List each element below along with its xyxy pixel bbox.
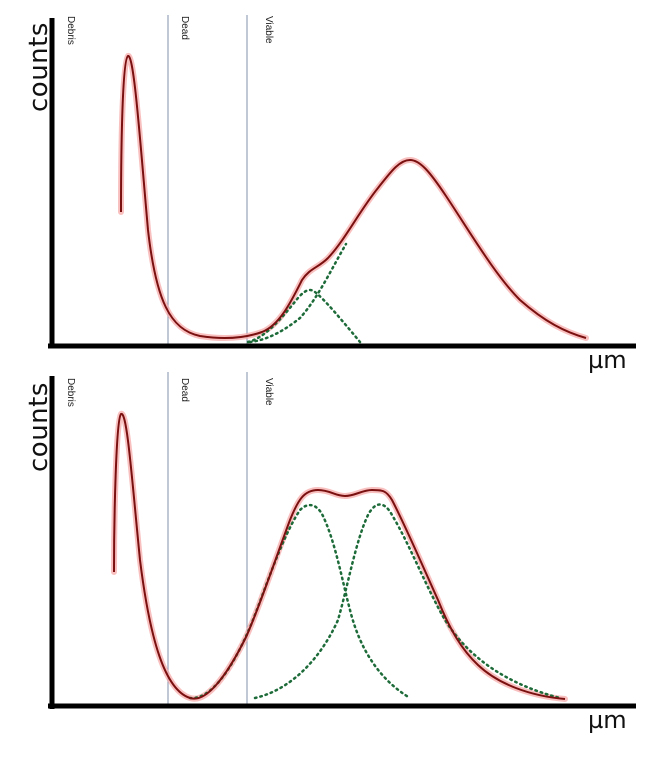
top-region-label-viable: Viable (263, 16, 274, 44)
top-component-1-curve (246, 288, 362, 344)
top-panel (48, 15, 636, 349)
bottom-sum-curve-glow (111, 410, 568, 702)
top-y-axis-label: counts (24, 22, 54, 112)
bottom-component-1-curve (188, 503, 412, 700)
bottom-region-label-debris: Debris (65, 378, 76, 407)
bottom-sum-curve (113, 412, 566, 700)
top-region-label-debris: Debris (65, 16, 76, 45)
top-sum-curve (120, 54, 587, 340)
top-region-label-dead: Dead (179, 16, 190, 40)
bottom-x-axis-label: µm (588, 706, 627, 734)
top-x-axis-label: µm (588, 346, 627, 374)
top-component-2-curve (248, 242, 348, 344)
bottom-y-axis-label: counts (24, 382, 54, 472)
bottom-panel (48, 372, 636, 709)
bottom-component-2-curve (253, 503, 562, 700)
bottom-region-label-dead: Dead (179, 378, 190, 402)
bottom-region-label-viable: Viable (263, 378, 274, 406)
